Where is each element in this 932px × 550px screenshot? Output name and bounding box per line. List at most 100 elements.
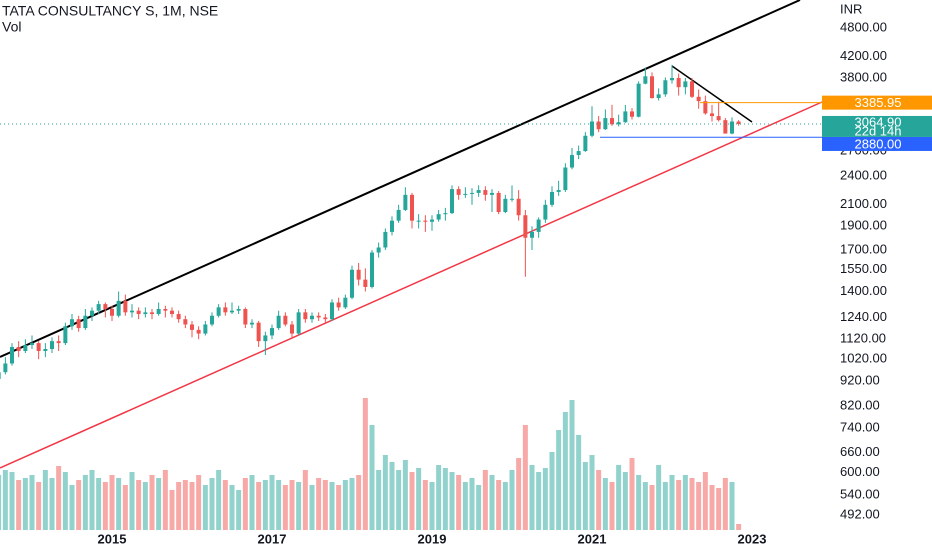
currency-label: INR <box>840 1 862 16</box>
candle-body <box>736 121 741 124</box>
y-tick-label: 1240.00 <box>840 309 887 324</box>
y-tick-label: 1020.00 <box>840 351 887 366</box>
candle-body <box>156 309 161 315</box>
volume-bar <box>269 475 275 530</box>
candle-body <box>590 121 594 136</box>
volume-bar <box>402 460 408 530</box>
candle-body <box>303 312 308 320</box>
y-tick-label: 1900.00 <box>840 218 887 233</box>
candle-body <box>663 80 668 95</box>
candle-body <box>143 312 148 315</box>
candle-body <box>350 269 354 298</box>
volume-bar <box>469 478 475 530</box>
volume-bar <box>216 470 222 530</box>
candle-body <box>370 252 374 287</box>
volume-bar <box>529 465 535 530</box>
candle-body <box>290 324 294 334</box>
y-tick-label: 600.00 <box>840 464 880 479</box>
candle-body <box>123 300 128 313</box>
chart-title: TATA CONSULTANCY S, 1M, NSE <box>2 3 218 19</box>
x-tick-label: 2017 <box>258 531 287 546</box>
volume-bar <box>196 475 202 530</box>
candle-body <box>716 116 721 121</box>
y-tick-label: 1120.00 <box>840 331 886 346</box>
x-tick-label: 2021 <box>578 531 607 546</box>
candle-body <box>443 213 448 215</box>
volume-bar <box>636 475 642 530</box>
volume-bar <box>556 430 562 530</box>
candle-body <box>616 122 621 125</box>
volume-bar <box>696 482 702 530</box>
volume-bar <box>722 478 728 530</box>
candle-body <box>470 192 474 194</box>
candle-body <box>230 310 234 313</box>
volume-bar <box>56 466 62 530</box>
volume-bar <box>96 478 102 530</box>
candle-body <box>623 111 628 123</box>
candle-body <box>356 269 361 280</box>
down-trendline <box>671 65 753 123</box>
volume-bar <box>116 478 122 530</box>
candle-body <box>463 193 468 195</box>
candle-body <box>263 335 268 342</box>
price-badge <box>822 136 932 151</box>
volume-bar <box>229 485 235 530</box>
candle-body <box>710 113 714 117</box>
candle-body <box>323 317 328 320</box>
candle-body <box>110 309 114 316</box>
volume-bar <box>729 482 735 530</box>
y-tick-label: 920.00 <box>840 373 880 388</box>
countdown-label: 22d 14h <box>855 123 902 138</box>
volume-bar <box>569 400 575 530</box>
volume-bar <box>302 470 308 530</box>
y-tick-label: 1550.00 <box>840 261 887 276</box>
candle-body <box>270 328 274 336</box>
candle-body <box>283 315 288 325</box>
volume-bar <box>102 482 108 530</box>
candle-body <box>256 322 261 342</box>
candle-body <box>483 190 488 195</box>
candle-body <box>730 121 734 134</box>
volume-bar <box>389 462 395 530</box>
candle-body <box>70 319 74 327</box>
x-tick-label: 2019 <box>418 531 447 546</box>
candle-body <box>383 231 388 248</box>
volume-bar <box>282 485 288 530</box>
volume-bar <box>89 470 95 530</box>
volume-bar <box>316 478 322 530</box>
candle-body <box>556 190 561 192</box>
y-tick-label: 2400.00 <box>840 168 887 183</box>
candle-body <box>496 192 501 213</box>
volume-bar <box>276 480 282 530</box>
candle-body <box>510 198 514 200</box>
volume-bar <box>142 482 148 530</box>
candle-body <box>176 314 181 320</box>
candle-body <box>390 220 394 232</box>
volume-bar <box>162 470 168 530</box>
volume-bar <box>422 480 428 530</box>
candle-body <box>543 204 548 220</box>
candle-body <box>550 191 554 205</box>
candle-body <box>30 343 34 346</box>
candle-body <box>670 77 674 81</box>
volume-bar <box>29 475 35 530</box>
volume-bar <box>0 475 2 530</box>
volume-bar <box>342 480 348 530</box>
y-tick-label: 4200.00 <box>840 48 887 63</box>
candle-body <box>570 155 574 168</box>
candle-body <box>183 319 188 325</box>
volume-bar <box>456 475 462 530</box>
y-tick-label: 3800.00 <box>840 69 887 84</box>
candle-body <box>690 81 694 97</box>
volume-bar <box>289 480 295 530</box>
volume-bar <box>682 475 688 530</box>
candle-body <box>490 192 494 195</box>
candle-body <box>223 307 228 313</box>
candle-body <box>36 343 41 352</box>
candle-body <box>530 231 534 238</box>
volume-bar <box>9 472 15 530</box>
volume-bar <box>649 485 655 530</box>
candle-body <box>23 345 28 352</box>
volume-bar <box>136 480 142 530</box>
